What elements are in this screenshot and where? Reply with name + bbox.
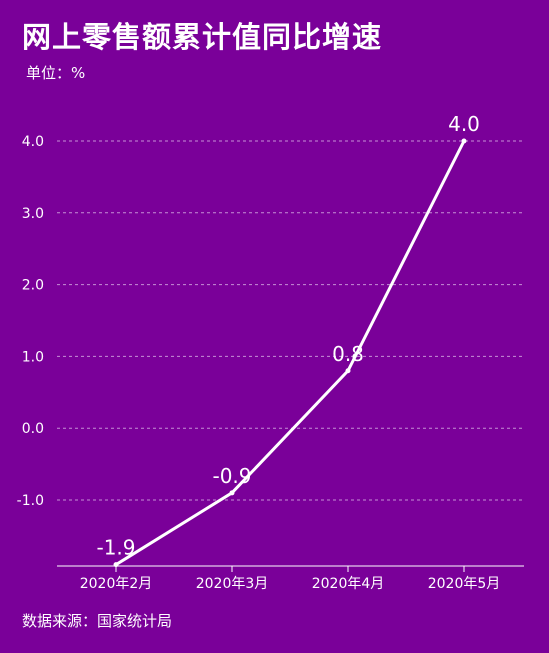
series-line <box>114 139 466 567</box>
y-tick-label: 1.0 <box>22 349 44 365</box>
chart-title: 网上零售额累计值同比增速 <box>22 20 383 54</box>
y-tick-label: 0.0 <box>22 421 44 437</box>
data-point <box>113 562 119 568</box>
data-label: -1.9 <box>96 536 135 560</box>
data-point <box>229 490 235 496</box>
data-point <box>461 138 467 144</box>
y-tick-label: 3.0 <box>22 206 44 222</box>
x-axis-ticks: 2020年2月 2020年3月 2020年4月 2020年5月 <box>80 566 501 592</box>
data-point <box>345 368 351 374</box>
data-label: -0.9 <box>212 464 251 488</box>
x-tick-label: 2020年2月 <box>80 576 153 592</box>
y-axis-ticks: 4.0 3.0 2.0 1.0 0.0 -1.0 <box>17 134 44 509</box>
unit-label: 单位：% <box>26 64 86 82</box>
data-label: 0.8 <box>332 342 364 366</box>
x-tick-label: 2020年3月 <box>196 576 269 592</box>
y-tick-label: -1.0 <box>17 493 44 509</box>
y-tick-label: 2.0 <box>22 278 44 294</box>
y-tick-label: 4.0 <box>22 134 44 150</box>
data-labels: -1.9 -0.9 0.8 4.0 <box>96 112 479 560</box>
x-tick-label: 2020年5月 <box>428 576 501 592</box>
data-label: 4.0 <box>448 112 480 136</box>
gridlines <box>57 140 524 501</box>
data-source: 数据来源：国家统计局 <box>22 612 173 630</box>
series-layer <box>113 138 467 568</box>
x-tick-label: 2020年4月 <box>312 576 385 592</box>
